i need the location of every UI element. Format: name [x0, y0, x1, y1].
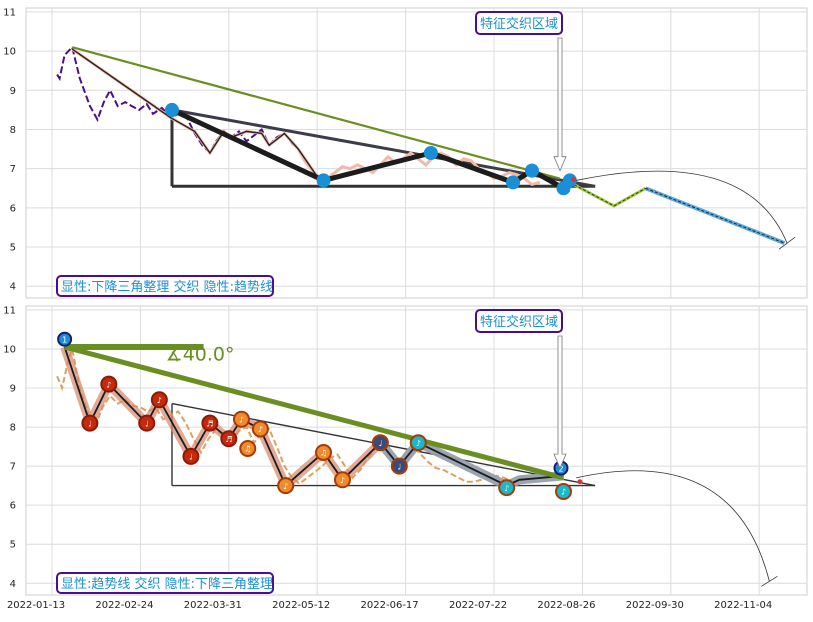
y-tick-label: 9 [10, 86, 16, 97]
wave-note-label: ♪ [239, 415, 244, 424]
wave-note-label: ♩ [145, 419, 149, 428]
wave-note-label: ♬ [225, 435, 232, 444]
wave-note-marker [182, 447, 200, 465]
feature-label-box [475, 11, 563, 35]
wave-note-marker [232, 410, 250, 428]
wave-note-marker [409, 434, 427, 452]
x-tick-label: 2022-05-12 [272, 600, 330, 611]
wave-note-label: ♩ [378, 439, 382, 448]
annotation-label: 显性:下降三角整理 交织 隐性:趋势线 [61, 279, 273, 295]
wave-note-label: ♪ [416, 439, 421, 448]
y-tick-label: 4 [10, 282, 16, 293]
wave-note-marker [220, 430, 238, 448]
wave-number-marker [57, 331, 73, 347]
angle-label: ∡40.0° [166, 344, 235, 366]
x-tick-label: 2022-08-26 [537, 600, 595, 611]
x-tick-label: 2022-03-31 [184, 600, 242, 611]
x-tick-label: 2022-07-22 [449, 600, 507, 611]
wave-note-marker [100, 375, 118, 393]
y-tick-label: 9 [10, 384, 16, 395]
wave-note-marker [81, 414, 99, 432]
wave-note-label: ♩ [397, 462, 401, 471]
wave-note-marker [371, 434, 389, 452]
wave-note-marker [201, 414, 219, 432]
target-arc [576, 170, 788, 244]
wave-note-marker [239, 440, 257, 458]
feature-label: 特征交织区域 [480, 16, 558, 32]
wave-note-label: ♪ [504, 484, 509, 493]
target-arrow [778, 236, 796, 250]
y-tick-label: 5 [10, 243, 16, 254]
trendline [63, 344, 565, 481]
x-tick-label: 2022-11-04 [714, 600, 772, 611]
forecast-blue [644, 186, 786, 245]
wave-note-marker [498, 479, 516, 497]
wave-note-marker [333, 471, 351, 489]
x-tick-label: 2022-09-30 [626, 600, 684, 611]
x-tick-label: 2022-01-13 [7, 600, 65, 611]
wave-number-label: 1 [62, 335, 67, 344]
pivot-marker [562, 173, 577, 188]
y-tick-label: 8 [10, 423, 16, 434]
pivot-line [71, 48, 321, 181]
y-tick-label: 4 [10, 579, 16, 590]
y-tick-label: 11 [3, 305, 16, 316]
pivot-marker [505, 175, 520, 190]
wave-number-label: 2 [558, 464, 563, 473]
wave-note-label: ♩ [189, 453, 193, 462]
wave-note-marker [315, 443, 333, 461]
wave-note-label: ♬ [206, 419, 213, 428]
wave-note-marker [251, 420, 269, 438]
wave-note-marker [277, 477, 295, 495]
wave-note-marker [555, 483, 573, 501]
pivot-marker [423, 146, 438, 160]
feature-arrow [553, 37, 567, 172]
feature-arrow [553, 335, 567, 470]
feature-label-box [475, 309, 563, 333]
y-tick-label: 5 [10, 540, 16, 551]
wave-note-label: ♪ [561, 488, 566, 497]
bottom-panel: 4 5 6 7 8 9 10 11 2022-01-13 2022-02-24 2022-03-31… [3, 305, 808, 611]
forecast-green-dash [569, 181, 646, 207]
wave-note-marker [390, 457, 408, 475]
trendline [71, 46, 560, 180]
wave-note-marker [138, 414, 156, 432]
y-tick-label: 10 [3, 47, 16, 58]
x-tick-label: 2022-02-24 [95, 600, 153, 611]
end-dot [577, 479, 583, 485]
y-tick-label: 6 [10, 501, 16, 512]
wave-note-label: ♪ [340, 476, 345, 485]
annotation-label: 显性:趋势线 交织 隐性:下降三角整理 [61, 576, 273, 592]
wave-note-label: ♩ [88, 419, 92, 428]
wave-note-label: ♫ [320, 449, 327, 458]
wave-note-label: ♫ [244, 445, 251, 454]
pivot-marker [316, 173, 331, 188]
annotation-box [56, 572, 274, 594]
y-tick-label: 7 [10, 462, 16, 473]
x-tick-label: 2022-06-17 [361, 600, 419, 611]
wave-note-label: ♪ [106, 380, 111, 389]
wave-note-label: ♪ [258, 425, 263, 434]
feature-label: 特征交织区域 [480, 314, 558, 330]
y-tick-label: 6 [10, 203, 16, 214]
annotation-box [56, 275, 274, 297]
wave-note-marker [150, 391, 168, 409]
pivot-marker [164, 102, 179, 117]
y-tick-label: 11 [3, 7, 16, 18]
y-tick-label: 8 [10, 125, 16, 136]
y-tick-label: 7 [10, 164, 16, 175]
pivot-marker [524, 163, 539, 178]
wave-note-label: ♪ [157, 396, 162, 405]
target-arc [576, 470, 770, 582]
wave-note-label: ♪ [283, 482, 288, 491]
target-arrow [761, 575, 778, 587]
end-dot [571, 177, 577, 183]
y-tick-label: 10 [3, 344, 16, 355]
